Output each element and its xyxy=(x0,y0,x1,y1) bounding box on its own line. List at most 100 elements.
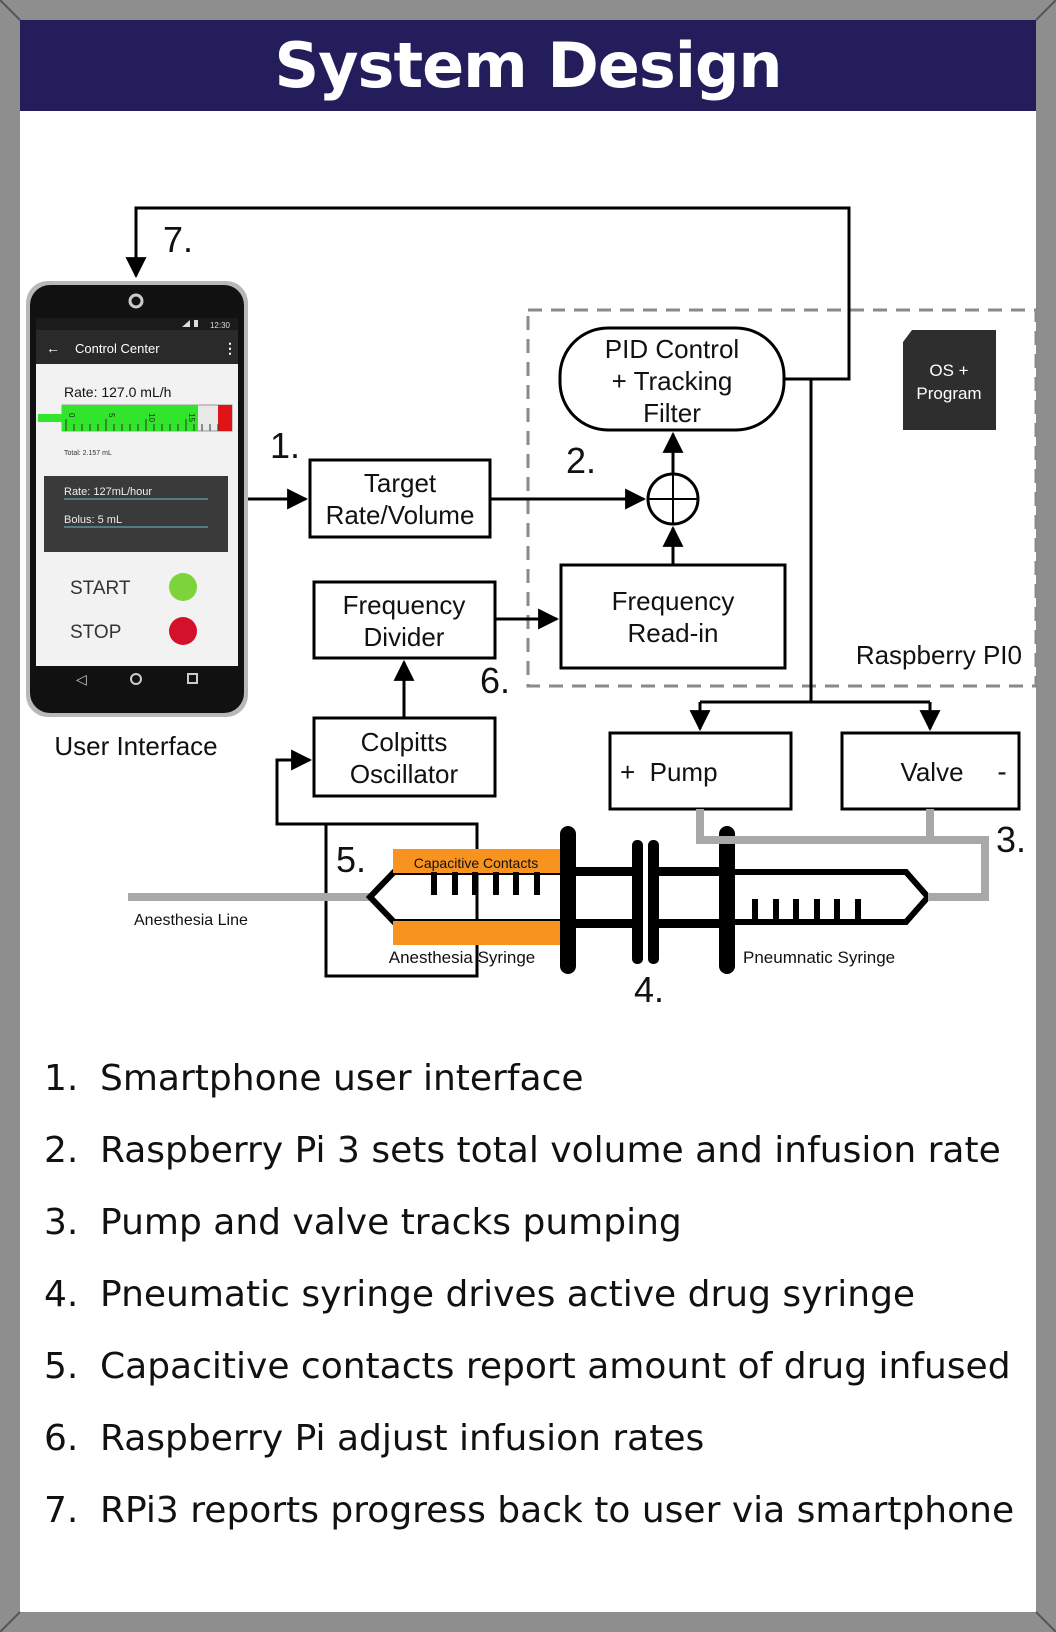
legend-text: RPi3 reports progress back to user via s… xyxy=(100,1490,1015,1531)
total-volume: Total: 2.157 mL xyxy=(64,450,112,457)
freq-readin-block xyxy=(559,563,787,670)
colpitts-line1: Colpitts xyxy=(361,727,448,757)
back-arrow-icon[interactable]: ← xyxy=(46,340,60,356)
legend-number: 2. xyxy=(44,1130,79,1171)
freq-divider-line2: Divider xyxy=(364,622,445,652)
colpitts-line2: Oscillator xyxy=(350,759,459,789)
target-line1: Target xyxy=(364,468,437,498)
coupling-plate-right xyxy=(648,840,659,964)
frame-bevel xyxy=(0,1611,21,1632)
plunger-rod-top xyxy=(576,867,633,876)
capacitive-contact-bottom xyxy=(393,921,561,945)
capacitive-contact-top xyxy=(393,849,561,873)
nav-home-icon[interactable] xyxy=(130,673,142,685)
raspberry-pi-label: Raspberry PI0 xyxy=(856,640,1022,670)
legend-item: 6. Raspberry Pi adjust infusion rates xyxy=(44,1412,1034,1484)
colpitts-block xyxy=(312,716,497,798)
raspberry-pi-boundary xyxy=(526,308,1038,688)
os-line1: OS + xyxy=(929,361,968,380)
legend-number: 4. xyxy=(44,1274,79,1315)
step-5-label: 5. xyxy=(336,839,366,880)
anesthesia-plunger-flange xyxy=(560,826,576,974)
user-interface-label: User Interface xyxy=(54,731,217,761)
step-4-label: 4. xyxy=(634,969,664,1010)
arrow-syringe-to-colpitts xyxy=(275,749,327,826)
legend-text: Pump and valve tracks pumping xyxy=(100,1202,682,1243)
valve-block xyxy=(840,731,1021,811)
overflow-menu-icon[interactable]: ⋮ xyxy=(223,340,237,356)
legend-list: 1. Smartphone user interface 2. Raspberry … xyxy=(44,1052,1034,1556)
nav-back-icon[interactable]: ◁ xyxy=(76,671,87,687)
start-label: START xyxy=(70,578,131,599)
frame-bevel xyxy=(1035,1611,1056,1632)
freq-divider-line1: Frequency xyxy=(343,590,466,620)
os-line2: Program xyxy=(916,384,981,403)
legend-text: Raspberry Pi 3 sets total volume and inf… xyxy=(100,1130,1001,1171)
bolus-field[interactable]: Bolus: 5 mL xyxy=(64,514,122,526)
legend-item: 1. Smartphone user interface xyxy=(44,1052,1034,1124)
gauge-tick-label: 10 xyxy=(147,413,156,422)
legend-text: Raspberry Pi adjust infusion rates xyxy=(100,1418,705,1459)
air-tube xyxy=(696,809,989,901)
legend-number: 6. xyxy=(44,1418,79,1459)
step-2-label: 2. xyxy=(566,440,596,481)
legend-item: 7. RPi3 reports progress back to user via… xyxy=(44,1484,1034,1556)
battery-icon xyxy=(194,320,198,327)
coupling-plate-left xyxy=(632,840,643,964)
pneumatic-syringe-barrel xyxy=(735,869,932,925)
sd-card-icon xyxy=(903,330,996,430)
gauge-plunger xyxy=(38,414,64,422)
phone-camera-icon xyxy=(128,293,144,309)
capacitive-contacts-label: Capacitive Contacts xyxy=(414,855,539,871)
legend-text: Pneumatic syringe drives active drug syr… xyxy=(100,1274,916,1315)
nav-recents-icon[interactable] xyxy=(187,673,198,684)
signal-icon xyxy=(182,320,190,327)
freq-readin-line1: Frequency xyxy=(612,586,735,616)
rate-display: Rate: 127.0 mL/h xyxy=(64,384,171,400)
step-1-label: 1. xyxy=(270,425,300,466)
plunger-rod-bottom xyxy=(576,919,633,928)
pneumatic-syringe-label: Pneumnatic Syringe xyxy=(743,948,895,967)
legend-number: 3. xyxy=(44,1202,79,1243)
target-line2: Rate/Volume xyxy=(326,500,475,530)
rate-field[interactable]: Rate: 127mL/hour xyxy=(64,486,152,498)
step-6-label: 6. xyxy=(480,660,510,701)
status-clock: 12:30 xyxy=(210,321,231,330)
pneumatic-rod-bottom xyxy=(659,919,721,928)
gauge-ticks: 0 5 10 15 xyxy=(65,413,219,431)
app-title: Control Center xyxy=(75,341,160,356)
gauge-tick-label: 0 xyxy=(67,413,76,418)
poster-title: System Design xyxy=(20,20,1036,111)
legend-item: 2. Raspberry Pi 3 sets total volume and i… xyxy=(44,1124,1034,1196)
legend-text: Capacitive contacts report amount of dru… xyxy=(100,1346,1011,1387)
stop-button[interactable] xyxy=(169,617,197,645)
sd-card: OS + Program xyxy=(903,330,996,430)
step-7-label: 7. xyxy=(163,219,193,260)
settings-panel xyxy=(44,476,228,552)
gauge-tick-label: 5 xyxy=(107,413,116,418)
legend-item: 4. Pneumatic syringe drives active drug s… xyxy=(44,1268,1034,1340)
anesthesia-syringe-graduations xyxy=(431,872,540,895)
step-3-label: 3. xyxy=(996,819,1026,860)
freq-divider-block xyxy=(312,580,497,660)
legend-item: 3. Pump and valve tracks pumping xyxy=(44,1196,1034,1268)
valve-label: Valve xyxy=(900,757,963,787)
app-bar xyxy=(36,330,238,364)
stop-label: STOP xyxy=(70,622,121,643)
legend-number: 1. xyxy=(44,1058,79,1099)
pneumatic-syringe-graduations xyxy=(752,899,861,922)
smartphone: 12:30 ← Control Center ⋮ Rate: 127.0 mL/… xyxy=(26,281,248,717)
legend-number: 7. xyxy=(44,1490,79,1531)
pid-line1: PID Control xyxy=(605,334,739,364)
gauge-tick-label: 15 xyxy=(187,413,196,422)
start-button[interactable] xyxy=(169,573,197,601)
pump-label: + Pump xyxy=(620,757,718,787)
legend-number: 5. xyxy=(44,1346,79,1387)
pid-line2: + Tracking xyxy=(612,366,733,396)
valve-sign: - xyxy=(997,756,1006,787)
anesthesia-syringe-label: Anesthesia Syringe xyxy=(389,948,535,967)
pid-line3: Filter xyxy=(643,398,701,428)
legend-item: 5. Capacitive contacts report amount of d… xyxy=(44,1340,1034,1412)
